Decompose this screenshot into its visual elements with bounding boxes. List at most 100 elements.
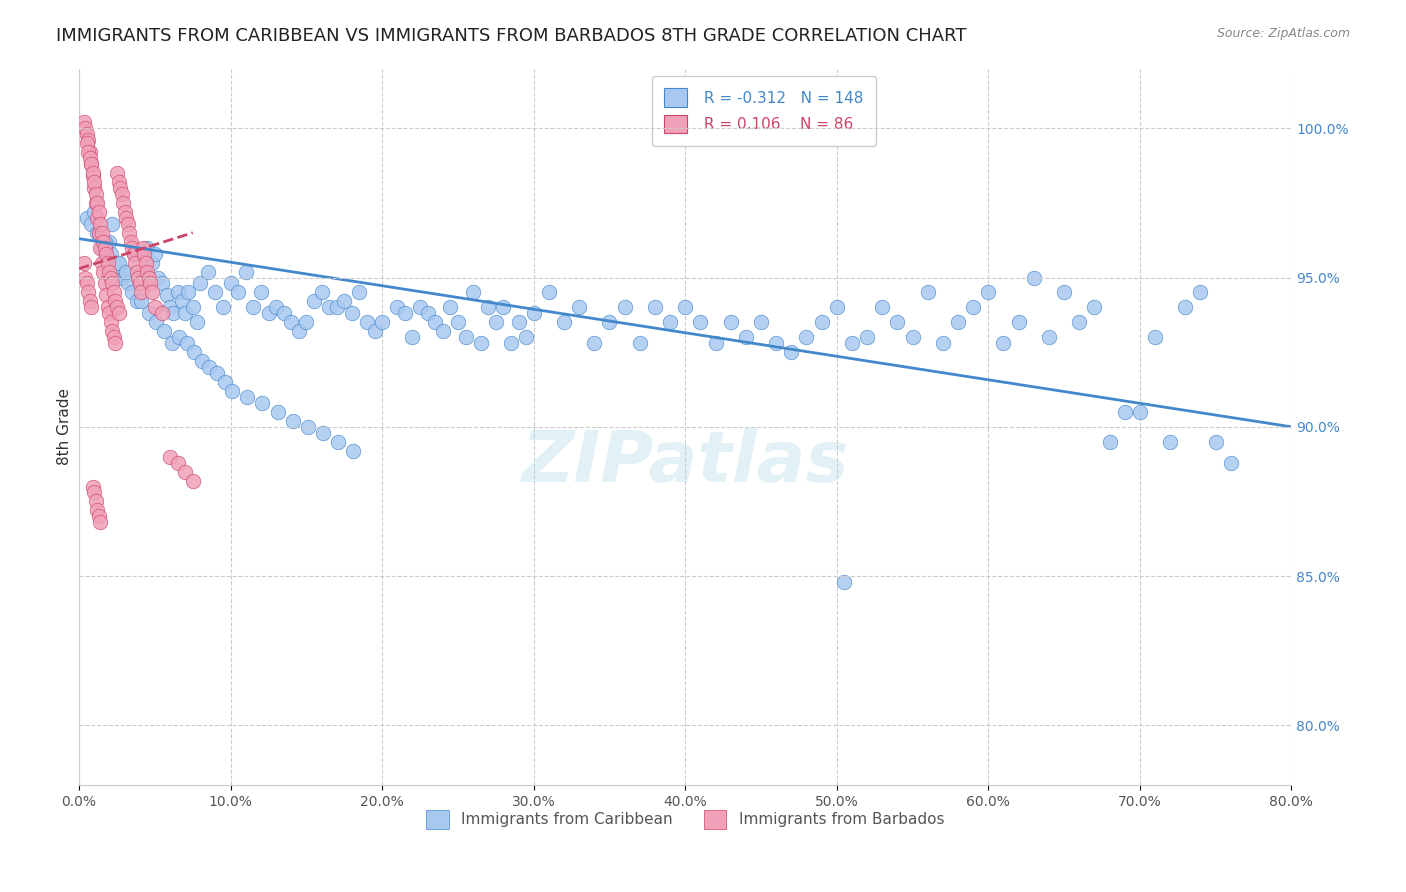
Point: [86, 195, 108, 210]
Point: [100, 315, 122, 329]
Point: [297, 419, 319, 434]
Point: [97, 255, 120, 269]
Point: [993, 336, 1015, 351]
Point: [90, 241, 112, 255]
Point: [1143, 330, 1166, 344]
Point: [98, 264, 121, 278]
Point: [628, 336, 651, 351]
Point: [134, 246, 156, 260]
Point: [250, 285, 273, 300]
Point: [87, 226, 110, 240]
Point: [84, 195, 107, 210]
Point: [117, 217, 139, 231]
Point: [138, 306, 160, 320]
Point: [108, 181, 131, 195]
Point: [1219, 456, 1241, 470]
Point: [162, 306, 184, 320]
Point: [810, 315, 832, 329]
Point: [89, 241, 111, 255]
Point: [136, 241, 159, 255]
Point: [188, 277, 211, 291]
Point: [94, 235, 117, 249]
Point: [340, 306, 363, 320]
Point: [1083, 301, 1105, 315]
Point: [295, 315, 318, 329]
Point: [77, 145, 100, 160]
Point: [80, 157, 103, 171]
Point: [122, 246, 145, 260]
Point: [673, 301, 696, 315]
Point: [644, 301, 666, 315]
Point: [114, 264, 136, 278]
Point: [97, 301, 120, 315]
Point: [73, 115, 96, 129]
Point: [219, 277, 242, 291]
Point: [198, 360, 221, 375]
Point: [174, 306, 197, 320]
Point: [89, 516, 111, 530]
Point: [568, 301, 591, 315]
Point: [172, 294, 194, 309]
Point: [266, 405, 288, 419]
Point: [1114, 405, 1136, 419]
Point: [103, 330, 125, 344]
Point: [87, 204, 110, 219]
Point: [356, 315, 378, 329]
Point: [86, 503, 108, 517]
Point: [387, 301, 409, 315]
Point: [90, 226, 112, 240]
Point: [273, 306, 295, 320]
Point: [1038, 330, 1060, 344]
Point: [145, 315, 167, 329]
Point: [166, 456, 188, 470]
Point: [1098, 434, 1121, 449]
Point: [181, 474, 204, 488]
Point: [613, 301, 636, 315]
Point: [93, 235, 115, 249]
Point: [98, 235, 121, 249]
Point: [136, 264, 159, 278]
Point: [76, 127, 98, 141]
Point: [394, 306, 416, 320]
Point: [83, 181, 105, 195]
Point: [311, 285, 333, 300]
Point: [886, 315, 908, 329]
Text: ZIPatlas: ZIPatlas: [522, 428, 849, 497]
Point: [124, 255, 146, 269]
Point: [122, 246, 145, 260]
Point: [94, 277, 117, 291]
Point: [1069, 315, 1091, 329]
Text: IMMIGRANTS FROM CARIBBEAN VS IMMIGRANTS FROM BARBADOS 8TH GRADE CORRELATION CHAR: IMMIGRANTS FROM CARIBBEAN VS IMMIGRANTS …: [56, 27, 967, 45]
Point: [79, 151, 101, 165]
Point: [470, 336, 492, 351]
Point: [159, 301, 181, 315]
Point: [120, 235, 142, 249]
Point: [932, 336, 955, 351]
Point: [214, 375, 236, 389]
Point: [749, 315, 772, 329]
Point: [104, 294, 127, 309]
Point: [553, 315, 575, 329]
Point: [280, 315, 302, 329]
Point: [492, 301, 515, 315]
Point: [825, 301, 848, 315]
Point: [105, 255, 128, 269]
Point: [186, 315, 208, 329]
Point: [82, 169, 104, 183]
Point: [110, 186, 132, 201]
Point: [236, 390, 259, 404]
Point: [138, 270, 160, 285]
Point: [796, 330, 818, 344]
Point: [83, 175, 105, 189]
Point: [132, 264, 155, 278]
Point: [204, 285, 226, 300]
Point: [252, 396, 274, 410]
Point: [80, 217, 103, 231]
Point: [98, 306, 121, 320]
Point: [302, 294, 325, 309]
Point: [235, 264, 257, 278]
Point: [105, 301, 128, 315]
Point: [841, 336, 863, 351]
Point: [107, 175, 129, 189]
Point: [77, 133, 100, 147]
